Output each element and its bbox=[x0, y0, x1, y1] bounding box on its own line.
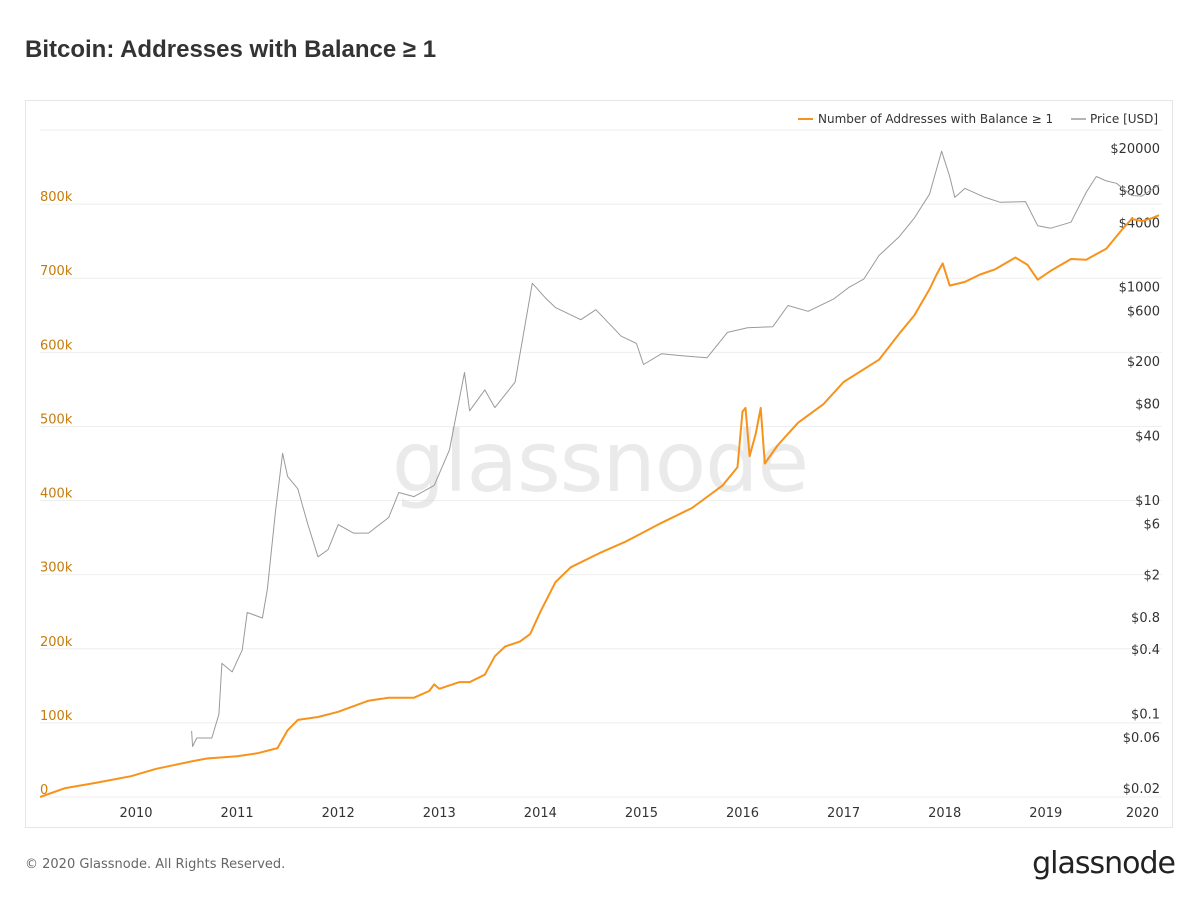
y-right-tick-label: $0.4 bbox=[1131, 643, 1160, 658]
y-right-tick-label: $0.06 bbox=[1123, 731, 1160, 746]
x-tick-label: 2013 bbox=[423, 806, 456, 821]
left-axis-ticks: 0 100k 200k 300k 400k 500k 600k 700k 800k bbox=[40, 190, 73, 798]
y-right-tick-label: $0.02 bbox=[1123, 782, 1160, 797]
x-tick-label: 2010 bbox=[119, 806, 152, 821]
addresses-series-line bbox=[39, 214, 1160, 798]
y-left-tick-label: 0 bbox=[40, 783, 48, 798]
legend-label-price[interactable]: Price [USD] bbox=[1090, 112, 1158, 126]
brand-logo[interactable]: glassnode bbox=[1032, 846, 1176, 881]
y-right-tick-label: $10 bbox=[1135, 494, 1160, 509]
legend-label-addresses[interactable]: Number of Addresses with Balance ≥ 1 bbox=[818, 112, 1053, 126]
y-right-tick-label: $0.8 bbox=[1131, 611, 1160, 626]
y-right-tick-label: $6 bbox=[1143, 518, 1160, 533]
y-left-tick-label: 100k bbox=[40, 709, 73, 724]
y-right-tick-label: $1000 bbox=[1119, 281, 1160, 296]
y-right-tick-label: $80 bbox=[1135, 398, 1160, 413]
x-tick-label: 2012 bbox=[322, 806, 355, 821]
y-left-tick-label: 200k bbox=[40, 635, 73, 650]
chart-panel: glassnode 0 100k 200k 300k 400k 500k 600k 700k 8… bbox=[25, 100, 1173, 828]
x-tick-label: 2016 bbox=[726, 806, 759, 821]
y-left-tick-label: 500k bbox=[40, 412, 73, 427]
series-layer bbox=[39, 150, 1160, 798]
right-axis-ticks: $0.02 $0.06 $0.1 $0.4 $0.8 $2 $6 $10 $40 $80 $200 $… bbox=[1110, 142, 1160, 797]
y-left-tick-label: 400k bbox=[40, 487, 73, 502]
y-left-tick-label: 600k bbox=[40, 338, 73, 353]
legend: Number of Addresses with Balance ≥ 1 Pric… bbox=[798, 112, 1158, 126]
y-right-tick-label: $8000 bbox=[1119, 184, 1160, 199]
y-right-tick-label: $200 bbox=[1127, 355, 1160, 370]
x-tick-label: 2011 bbox=[221, 806, 254, 821]
grid-lines bbox=[40, 129, 1162, 798]
y-right-tick-label: $0.1 bbox=[1131, 707, 1160, 722]
y-right-tick-label: $2 bbox=[1143, 569, 1160, 584]
y-right-tick-label: $40 bbox=[1135, 430, 1160, 445]
x-tick-label: 2020 bbox=[1126, 806, 1159, 821]
page-title: Bitcoin: Addresses with Balance ≥ 1 bbox=[25, 36, 437, 63]
x-tick-label: 2019 bbox=[1029, 806, 1062, 821]
x-tick-label: 2014 bbox=[524, 806, 557, 821]
watermark: glassnode bbox=[392, 413, 808, 511]
y-left-tick-label: 700k bbox=[40, 264, 73, 279]
x-tick-label: 2017 bbox=[827, 806, 860, 821]
x-axis-ticks: 2010 2011 2012 2013 2014 2015 2016 2017 2018 2019… bbox=[119, 806, 1159, 821]
price-series-line bbox=[191, 150, 1160, 747]
y-right-tick-label: $600 bbox=[1127, 304, 1160, 319]
y-right-tick-label: $4000 bbox=[1119, 216, 1160, 231]
copyright-text: © 2020 Glassnode. All Rights Reserved. bbox=[25, 857, 286, 872]
x-tick-label: 2015 bbox=[625, 806, 658, 821]
y-left-tick-label: 300k bbox=[40, 561, 73, 576]
y-left-tick-label: 800k bbox=[40, 190, 73, 205]
y-right-tick-label: $20000 bbox=[1110, 142, 1160, 157]
chart-svg: glassnode 0 100k 200k 300k 400k 500k 600k 700k 8… bbox=[39, 112, 1162, 821]
x-tick-label: 2018 bbox=[928, 806, 961, 821]
